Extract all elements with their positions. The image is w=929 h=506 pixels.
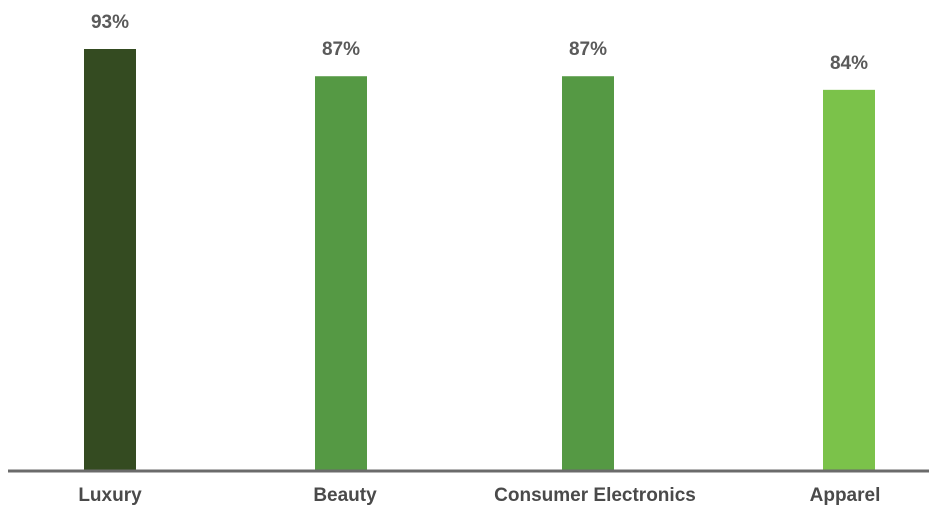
value-label-apparel: 84% [830, 53, 868, 74]
category-label-consumer-electronics: Consumer Electronics [494, 485, 696, 506]
category-label-luxury: Luxury [78, 485, 142, 506]
value-label-beauty: 87% [322, 39, 360, 60]
bar-consumer-electronics [562, 76, 614, 472]
bar-beauty [315, 76, 367, 472]
value-label-consumer-electronics: 87% [569, 39, 607, 60]
category-label-beauty: Beauty [313, 485, 377, 506]
value-label-luxury: 93% [91, 12, 129, 33]
category-label-apparel: Apparel [810, 485, 881, 506]
category-labels-group: Luxury Beauty Consumer Electronics Apparel [78, 485, 880, 506]
bars-group [84, 49, 875, 472]
bar-luxury [84, 49, 136, 471]
value-labels-group: 93% 87% 87% 84% [91, 12, 868, 74]
bar-apparel [823, 89, 875, 471]
